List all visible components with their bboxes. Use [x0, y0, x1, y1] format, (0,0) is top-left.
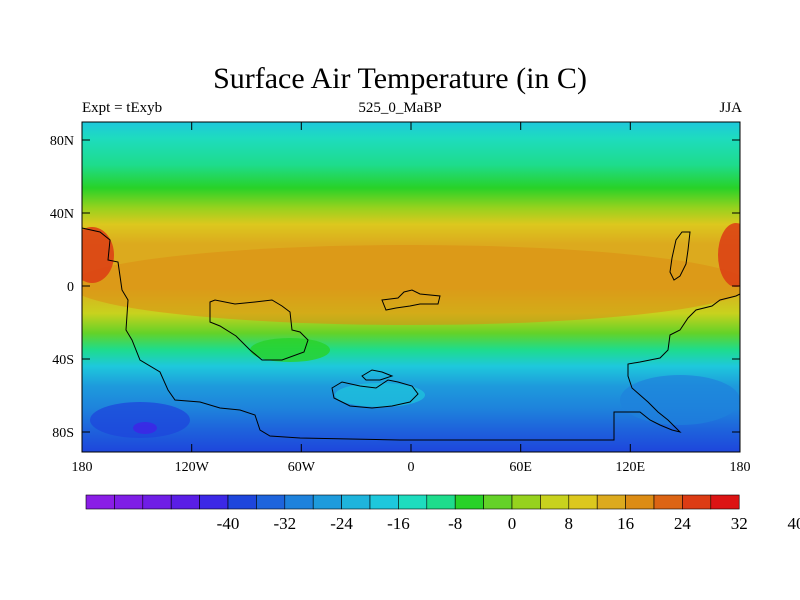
lat-label: 80N: [50, 134, 74, 149]
colorbar-swatch: [227, 494, 257, 510]
colorbar-swatch: [454, 494, 484, 510]
colorbar-swatch: [511, 494, 541, 510]
colorbar-swatch: [540, 494, 570, 510]
latitude-labels: 80N 40N 0 40S 80S: [50, 134, 74, 441]
colorbar-label: -40: [217, 514, 240, 533]
southern-continent-outline: [209, 299, 309, 361]
lon-label: 180: [72, 460, 93, 475]
colorbar-label: 32: [731, 514, 748, 533]
colorbar-label: -24: [330, 514, 353, 533]
lon-label: 120E: [616, 460, 646, 475]
colorbar-swatch: [85, 494, 115, 510]
colorbar-swatch: [312, 494, 342, 510]
colorbar-label: 0: [508, 514, 517, 533]
axis-ticks: [82, 122, 740, 452]
colorbar-swatch: [625, 494, 655, 510]
colorbar-swatch: [199, 494, 229, 510]
colorbar-label: -16: [387, 514, 410, 533]
colorbar-label: 16: [617, 514, 634, 533]
colorbar-swatch: [426, 494, 456, 510]
longitude-labels: 180 120W 60W 0 60E 120E 180: [72, 460, 751, 475]
colorbar-label: 24: [674, 514, 692, 533]
eastern-continent-outline: [669, 231, 691, 281]
colorbar-swatch: [710, 494, 740, 510]
lat-label: 40S: [52, 353, 74, 368]
colorbar-swatch: [256, 494, 286, 510]
lon-label: 180: [730, 460, 751, 475]
equatorial-island-outline: [381, 289, 441, 311]
season-label: JJA: [719, 100, 742, 116]
colorbar-swatch: [596, 494, 626, 510]
colorbar: -40 -32 -24 -16 -8 0 8 16 24 32 40: [85, 494, 800, 533]
colorbar-swatch: [170, 494, 200, 510]
lat-label: 0: [67, 280, 74, 295]
time-label: 525_0_MaBP: [358, 100, 442, 116]
colorbar-swatch: [284, 494, 314, 510]
plot-title: Surface Air Temperature (in C): [213, 62, 587, 95]
lon-label: 120W: [175, 460, 210, 475]
colorbar-swatch: [682, 494, 712, 510]
colorbar-swatch: [142, 494, 172, 510]
colorbar-swatch: [398, 494, 428, 510]
southern-island-outline: [331, 379, 419, 409]
temperature-field: [82, 122, 740, 452]
colorbar-label: -32: [273, 514, 296, 533]
continent-outlines: [81, 227, 741, 441]
experiment-label: Expt = tExyb: [82, 100, 163, 116]
colorbar-label: 40: [788, 514, 800, 533]
colorbar-label: -8: [448, 514, 462, 533]
colorbar-swatch: [114, 494, 144, 510]
lon-label: 60E: [509, 460, 532, 475]
small-island-outline: [361, 369, 394, 381]
colorbar-swatch: [483, 494, 513, 510]
lon-label: 60W: [288, 460, 316, 475]
lat-label: 40N: [50, 207, 74, 222]
lon-label: 0: [408, 460, 415, 475]
colorbar-swatch: [568, 494, 598, 510]
lat-label: 80S: [52, 426, 74, 441]
colorbar-label: 8: [565, 514, 574, 533]
colorbar-swatch: [369, 494, 399, 510]
colorbar-swatch: [341, 494, 371, 510]
colorbar-swatch: [653, 494, 683, 510]
western-continent-outline: [81, 227, 741, 441]
